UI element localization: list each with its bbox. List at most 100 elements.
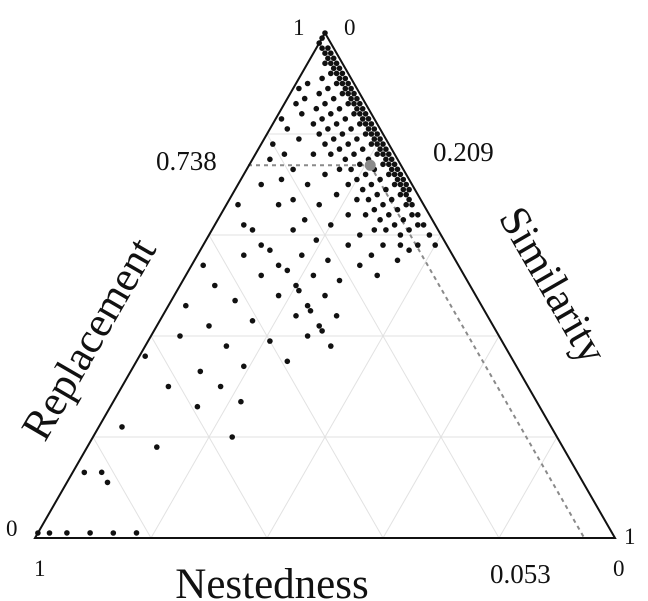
data-point — [313, 237, 320, 243]
data-point — [403, 201, 410, 208]
data-point — [368, 121, 375, 127]
data-point — [377, 176, 383, 183]
data-point — [333, 70, 340, 77]
data-point — [345, 181, 352, 188]
data-point — [357, 111, 363, 117]
data-point — [354, 196, 360, 203]
data-point — [296, 85, 302, 92]
data-point — [319, 35, 325, 41]
data-point — [400, 176, 407, 183]
data-point — [235, 201, 241, 208]
data-point — [420, 222, 427, 228]
data-point — [81, 469, 88, 476]
data-point — [365, 116, 372, 122]
data-point — [357, 232, 363, 238]
data-point — [299, 111, 305, 117]
grid-line — [208, 234, 384, 539]
data-point — [432, 242, 439, 248]
data-point — [409, 201, 415, 208]
nestedness-axis-title: Nestedness — [175, 561, 368, 601]
data-point — [342, 75, 349, 82]
data-point — [293, 282, 299, 289]
data-point — [232, 297, 238, 304]
data-point — [342, 85, 349, 92]
data-point — [371, 227, 378, 233]
data-point — [267, 247, 273, 253]
data-point — [328, 50, 334, 56]
data-point — [304, 302, 311, 309]
data-point — [319, 45, 325, 51]
data-point — [133, 530, 140, 536]
nestedness-max-label: 1 — [34, 556, 46, 581]
data-point — [374, 131, 381, 137]
data-point — [415, 222, 421, 228]
data-point — [345, 242, 352, 248]
data-point — [293, 313, 299, 319]
data-point — [374, 141, 381, 147]
grid-line — [382, 335, 500, 539]
data-point — [333, 191, 340, 198]
data-point — [357, 121, 363, 127]
data-point — [200, 262, 206, 269]
data-point — [394, 176, 401, 183]
data-point — [313, 105, 320, 112]
similarity-axis-title: Similarity — [489, 199, 616, 372]
data-point — [394, 166, 401, 173]
data-point — [119, 424, 125, 430]
data-point — [362, 131, 369, 137]
data-point — [336, 146, 343, 152]
data-point — [406, 186, 412, 193]
data-point — [351, 90, 357, 97]
data-point — [310, 151, 317, 157]
data-point — [301, 217, 308, 223]
data-point — [354, 176, 360, 183]
data-point — [388, 166, 395, 173]
data-point — [351, 151, 357, 157]
data-point — [241, 222, 247, 228]
data-point — [357, 262, 363, 269]
data-point — [316, 40, 323, 46]
data-point — [348, 85, 354, 92]
data-points — [35, 30, 439, 536]
data-point — [328, 111, 334, 117]
data-point — [258, 272, 265, 279]
data-point — [380, 151, 386, 157]
data-point — [345, 141, 352, 147]
data-point — [377, 146, 383, 152]
data-point — [316, 323, 323, 329]
data-point — [380, 161, 386, 168]
data-point — [374, 191, 381, 198]
data-point — [330, 136, 337, 142]
data-point — [377, 217, 383, 223]
data-point — [368, 131, 375, 137]
data-point — [284, 358, 291, 365]
data-point — [330, 55, 337, 62]
grid-line — [150, 335, 268, 539]
mean-similarity-value: 0.209 — [433, 137, 494, 167]
data-point — [333, 313, 340, 319]
data-point — [299, 252, 305, 258]
data-point — [359, 186, 366, 193]
data-point — [336, 75, 343, 82]
data-point — [249, 227, 256, 233]
data-point — [359, 116, 366, 122]
data-point — [342, 156, 349, 163]
data-point — [365, 126, 372, 132]
data-point — [325, 85, 331, 92]
data-point — [296, 287, 302, 294]
mean-point — [364, 159, 376, 171]
data-point — [322, 100, 328, 107]
data-point — [354, 136, 360, 142]
data-point — [328, 151, 334, 157]
data-point — [336, 65, 343, 72]
data-point — [354, 106, 360, 112]
data-point — [371, 126, 378, 132]
data-point — [249, 318, 256, 324]
data-point — [368, 252, 375, 258]
data-point — [278, 176, 285, 183]
data-point — [388, 196, 395, 203]
data-point — [328, 222, 334, 228]
data-point — [87, 530, 93, 536]
replacement-max-label: 1 — [293, 15, 305, 40]
